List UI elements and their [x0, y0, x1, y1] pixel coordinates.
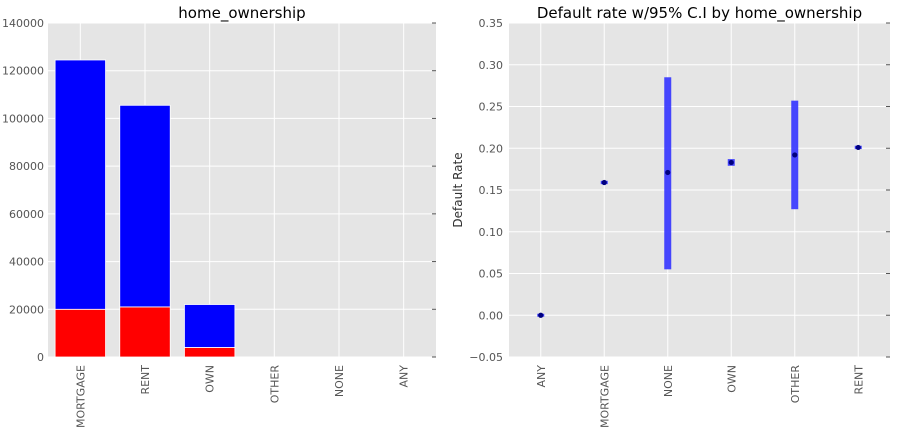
data-point [601, 179, 607, 186]
default-rate-chart: −0.05 0.00 0.05 0.10 0.15 0.20 0.25 0.30 0.35 AN… [451, 4, 890, 428]
y-tick-label: −0.05 [469, 351, 503, 364]
data-point [538, 312, 544, 318]
y-tick-label: 0.25 [479, 101, 504, 114]
y-tick-label: 140000 [2, 17, 44, 30]
data-point [855, 144, 861, 151]
x-tick-labels: MORTGAGE RENT OWN OTHER NONE ANY [74, 365, 410, 428]
x-tick-label: RENT [139, 365, 152, 395]
y-tick-label: 100000 [2, 112, 44, 125]
bar-segment [119, 306, 171, 358]
bar-segment [184, 347, 236, 358]
bar-segment [184, 304, 236, 348]
x-tick-label: ANY [535, 365, 548, 388]
y-tick-label: 20000 [9, 303, 44, 316]
data-point [665, 169, 671, 176]
x-tick-label: NONE [662, 365, 675, 397]
x-tick-label: OTHER [268, 365, 281, 404]
y-tick-labels: −0.05 0.00 0.05 0.10 0.15 0.20 0.25 0.30 0.35 [469, 17, 890, 364]
x-tick-label: NONE [333, 365, 346, 397]
bar-segment [119, 104, 171, 308]
chart-title: home_ownership [178, 4, 305, 23]
bar-marks [54, 59, 236, 358]
plot-background [48, 23, 436, 357]
x-tick-label: MORTGAGE [74, 365, 87, 428]
x-tick-label: ANY [398, 365, 411, 388]
y-tick-label: 0.30 [479, 59, 504, 72]
x-tick-label: MORTGAGE [598, 365, 611, 428]
y-tick-label: 0.10 [479, 226, 504, 239]
y-tick-label: 0.35 [479, 17, 504, 30]
y-tick-label: 60000 [9, 208, 44, 221]
chart-title: Default rate w/95% C.I by home_ownership [537, 4, 862, 23]
data-point [792, 152, 798, 158]
x-tick-labels: ANY MORTGAGE NONE OWN OTHER RENT [535, 365, 866, 428]
bar-segment [54, 59, 106, 310]
gridlines [48, 22, 436, 358]
y-tick-label: 0.05 [479, 268, 504, 281]
y-tick-label: 80000 [9, 160, 44, 173]
x-tick-label: OWN [204, 365, 217, 393]
point-marks [537, 77, 862, 318]
y-tick-label: 0.15 [479, 184, 504, 197]
y-tick-labels: 0 20000 40000 60000 80000 100000 120000 140000 [2, 17, 436, 364]
data-point [728, 159, 734, 166]
x-tick-label: OTHER [789, 365, 802, 404]
y-tick-label: 0.00 [479, 309, 504, 322]
y-tick-label: 0.20 [479, 142, 504, 155]
home-ownership-count-chart: 020000400006000080000100000120000140000 … [2, 4, 436, 428]
y-axis-label: Default Rate [451, 152, 465, 227]
x-tick-label: OWN [725, 365, 738, 393]
bar-segment [54, 308, 106, 358]
y-tick-label: 120000 [2, 65, 44, 78]
x-tick-label: RENT [852, 365, 865, 395]
y-tick-label: 0 [37, 351, 44, 364]
y-tick-label: 40000 [9, 256, 44, 269]
